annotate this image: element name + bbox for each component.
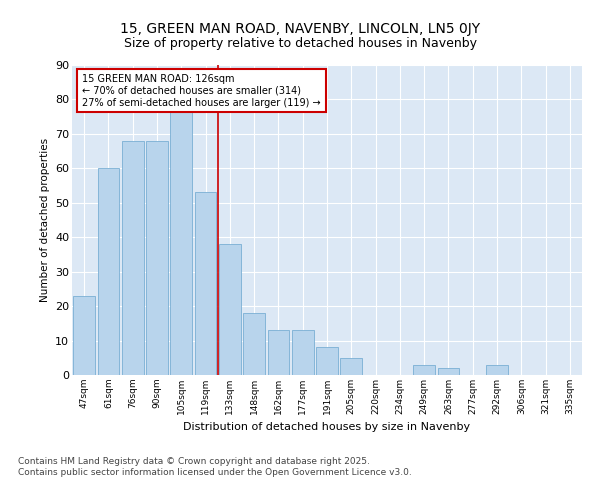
Bar [437,368,460,375]
Bar [97,168,119,375]
Bar [73,296,95,375]
Bar [194,192,217,375]
Bar [340,358,362,375]
Text: 15, GREEN MAN ROAD, NAVENBY, LINCOLN, LN5 0JY: 15, GREEN MAN ROAD, NAVENBY, LINCOLN, LN… [120,22,480,36]
Bar [486,364,508,375]
Bar [268,330,289,375]
Bar [292,330,314,375]
Bar [243,313,265,375]
X-axis label: Distribution of detached houses by size in Navenby: Distribution of detached houses by size … [184,422,470,432]
Bar [316,348,338,375]
Bar [122,141,143,375]
Text: Size of property relative to detached houses in Navenby: Size of property relative to detached ho… [124,38,476,51]
Bar [219,244,241,375]
Bar [413,364,435,375]
Y-axis label: Number of detached properties: Number of detached properties [40,138,50,302]
Text: 15 GREEN MAN ROAD: 126sqm
← 70% of detached houses are smaller (314)
27% of semi: 15 GREEN MAN ROAD: 126sqm ← 70% of detac… [82,74,321,108]
Bar [146,141,168,375]
Text: Contains HM Land Registry data © Crown copyright and database right 2025.
Contai: Contains HM Land Registry data © Crown c… [18,458,412,477]
Bar [170,89,192,375]
